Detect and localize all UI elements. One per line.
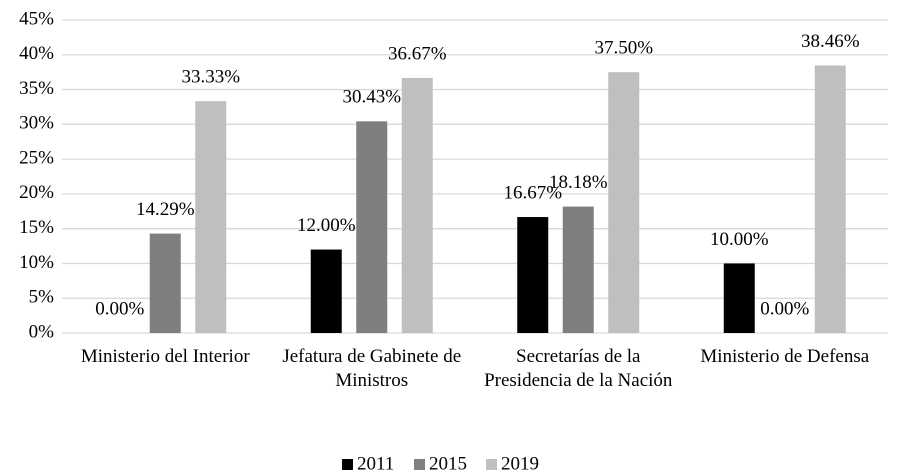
bar [401,77,433,333]
y-tick-label: 30% [19,113,54,134]
legend-swatch [486,459,497,470]
y-tick-label: 35% [19,78,54,99]
bar [723,263,755,333]
legend-label: 2015 [429,453,467,474]
y-tick-label: 15% [19,217,54,238]
data-label: 10.00% [710,229,769,250]
data-label: 0.00% [95,298,144,319]
y-tick-label: 45% [19,8,54,29]
legend-label: 2011 [357,453,394,474]
x-tick-label: Ministerio de Defensa [700,346,870,367]
data-label: 18.18% [549,172,608,193]
bar [562,206,594,333]
data-label: 14.29% [136,199,195,220]
y-tick-label: 25% [19,147,54,168]
data-label: 38.46% [801,31,860,52]
x-tick-label: Ministerio del Interior [80,346,250,367]
bar [195,101,227,334]
data-label: 30.43% [342,87,401,108]
bar [517,217,549,333]
x-tick-label: Jefatura de Gabinete de Ministros [282,346,462,391]
data-label: 12.00% [297,215,356,236]
y-tick-label: 20% [19,182,54,203]
legend-label: 2019 [501,453,539,474]
bar [356,121,388,334]
y-tick-label: 0% [29,321,55,342]
data-label: 16.67% [503,182,562,203]
data-label: 36.67% [388,43,447,64]
legend-swatch [414,459,425,470]
bar [814,65,846,334]
x-tick-label: Secretarías de la Presidencia de la Naci… [484,346,673,391]
bar [608,72,640,334]
bar [149,233,181,333]
bar [310,249,342,333]
y-tick-label: 5% [29,287,55,308]
legend-swatch [342,459,353,470]
data-label: 33.33% [181,67,240,88]
y-tick-label: 40% [19,43,54,64]
y-tick-label: 10% [19,252,54,273]
data-label: 37.50% [594,38,653,59]
data-label: 0.00% [760,298,809,319]
